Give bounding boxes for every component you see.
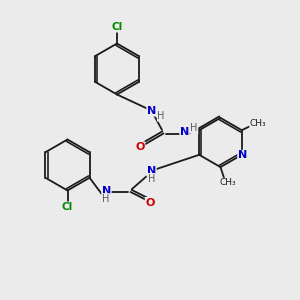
Text: N: N [180,127,189,137]
Text: H: H [190,123,198,134]
Text: H: H [148,173,155,184]
Text: Cl: Cl [111,22,123,32]
Text: N: N [147,166,156,176]
Text: Cl: Cl [62,202,73,212]
Text: H: H [102,194,110,204]
Text: CH₃: CH₃ [219,178,236,187]
Text: H: H [158,111,165,121]
Text: N: N [147,106,156,116]
Text: CH₃: CH₃ [250,119,266,128]
Text: O: O [145,197,155,208]
Text: N: N [238,150,247,161]
Text: N: N [102,185,111,196]
Text: O: O [135,142,145,152]
